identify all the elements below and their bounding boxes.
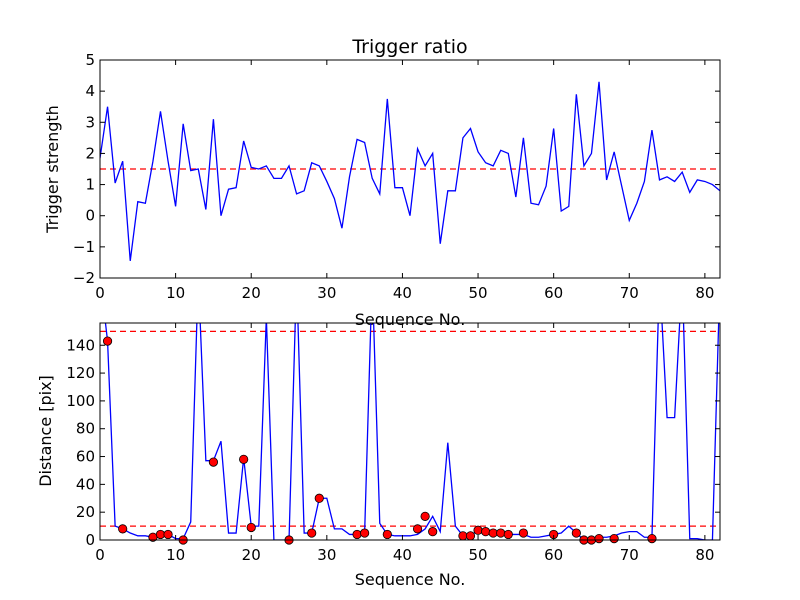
data-point [594, 534, 604, 544]
data-point [518, 528, 529, 538]
data-point [473, 525, 483, 535]
plot-frame [99, 59, 721, 279]
x-tick-label: 10 [166, 284, 185, 302]
y-tick-label: −2 [73, 269, 95, 287]
x-tick-label: 80 [695, 284, 714, 302]
series-line [100, 81, 720, 261]
y-tick-label: −1 [73, 238, 95, 256]
plot-area: 0 10 20 30 40 50 60 70 80 0 20 40 60 80 100 120 140 [66, 322, 721, 564]
y-tick-label: 120 [66, 364, 95, 382]
y-tick-label: 0 [85, 531, 95, 549]
x-tick-label: 60 [544, 284, 563, 302]
x-tick-label: 50 [469, 284, 488, 302]
x-tick-label: 30 [317, 546, 336, 564]
distance-chart: Sequence No. Distance [pix] 0 10 20 30 40 50 6… [36, 322, 721, 589]
x-tick-label: 40 [393, 284, 412, 302]
x-axis-label: Sequence No. [355, 310, 466, 329]
x-tick-label: 70 [620, 284, 639, 302]
data-point [481, 527, 491, 537]
x-tick-label: 70 [620, 546, 639, 564]
x-tick-label: 50 [469, 546, 488, 564]
x-tick-label: 40 [393, 546, 412, 564]
x-tick-label: 30 [317, 284, 336, 302]
plot-area: 0 10 20 30 40 50 60 70 80 −2 −1 0 1 2 3 4 5 [73, 51, 721, 302]
y-tick-label: 100 [66, 392, 95, 410]
x-tick-label: 10 [166, 546, 185, 564]
trigger-ratio-chart: Trigger ratio Sequence No. Trigger stren… [43, 36, 721, 329]
data-point [488, 528, 498, 538]
data-point [609, 534, 619, 544]
y-tick-label: 5 [85, 51, 95, 69]
plot-frame [99, 322, 721, 541]
data-point [382, 529, 392, 540]
y-tick-label: 80 [76, 420, 95, 438]
data-point [360, 528, 370, 538]
data-point [465, 531, 476, 541]
plot-content [100, 81, 720, 261]
y-tick-label: 20 [76, 503, 95, 521]
data-point [428, 527, 438, 537]
y-tick-label: 1 [85, 176, 95, 194]
y-tick-label: 4 [85, 82, 95, 100]
data-point [458, 531, 468, 541]
x-tick-label: 80 [695, 546, 714, 564]
x-tick-label: 60 [544, 546, 563, 564]
data-point [239, 454, 249, 464]
data-point [118, 524, 128, 534]
y-tick-label: 0 [85, 207, 95, 225]
y-tick-label: 40 [76, 475, 95, 493]
x-tick-label: 20 [242, 546, 261, 564]
data-point [412, 524, 423, 534]
data-point [503, 529, 513, 540]
data-point [163, 529, 173, 540]
data-point [352, 529, 362, 540]
y-axis-label: Distance [pix] [36, 375, 55, 487]
y-tick-label: 2 [85, 144, 95, 162]
data-point [571, 528, 581, 538]
chart-title: Trigger ratio [351, 36, 467, 58]
x-tick-label: 0 [95, 284, 105, 302]
x-axis-label: Sequence No. [355, 570, 466, 589]
data-point [208, 457, 219, 467]
x-tick-label: 0 [95, 546, 105, 564]
y-tick-label: 3 [85, 113, 95, 131]
data-point [246, 522, 256, 533]
data-point [102, 336, 113, 346]
y-tick-label: 140 [66, 336, 95, 354]
y-tick-label: 60 [76, 448, 95, 466]
data-point [314, 493, 324, 503]
data-point [496, 528, 506, 538]
data-point [155, 529, 166, 540]
x-tick-label: 20 [242, 284, 261, 302]
y-axis-label: Trigger strength [43, 105, 62, 234]
data-point [307, 528, 317, 538]
data-point [647, 534, 657, 544]
data-point [420, 511, 430, 521]
